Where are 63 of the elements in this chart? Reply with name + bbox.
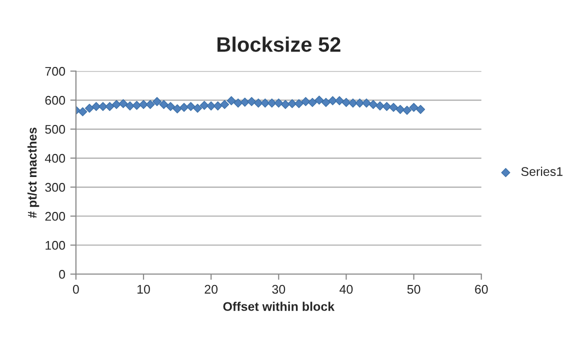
point	[186, 102, 196, 112]
point	[234, 98, 243, 108]
point	[308, 98, 317, 107]
x-tick-label: 0	[72, 284, 79, 294]
x-tick-label: 10	[138, 284, 150, 294]
point	[348, 98, 358, 108]
y-tick-label: 700	[45, 66, 66, 76]
x-tick-label: 60	[475, 284, 488, 294]
point	[159, 100, 168, 109]
point	[78, 107, 88, 116]
legend-label: Series1	[521, 166, 562, 176]
point	[112, 100, 121, 109]
y-tick-label: 100	[46, 240, 66, 250]
y-tick-label: 300	[45, 182, 66, 192]
point	[388, 102, 398, 112]
point	[138, 100, 148, 109]
point	[402, 106, 412, 115]
point	[334, 96, 344, 106]
y-tick-label: 0	[59, 270, 66, 279]
point	[247, 97, 256, 106]
point	[226, 96, 236, 106]
chart-title: Blocksize 52	[218, 36, 340, 52]
point	[342, 98, 351, 107]
point	[375, 101, 385, 110]
point	[314, 96, 324, 105]
point	[409, 102, 418, 112]
y-tick-label: 500	[45, 124, 66, 134]
point	[200, 100, 209, 110]
point	[118, 99, 128, 108]
point	[105, 102, 114, 112]
point	[180, 102, 189, 112]
point	[193, 104, 202, 113]
y-tick-label: 400	[44, 154, 66, 163]
point	[213, 101, 222, 110]
point	[125, 101, 135, 110]
y-axis-title: # pt/ct macthes	[27, 128, 40, 218]
point	[220, 100, 230, 109]
point	[172, 104, 182, 114]
point	[132, 100, 142, 110]
point	[321, 98, 330, 107]
point	[368, 100, 378, 109]
point	[166, 102, 176, 112]
point	[98, 102, 108, 112]
point	[254, 98, 263, 108]
x-tick-label: 20	[204, 284, 218, 294]
point	[84, 104, 94, 113]
point	[416, 104, 426, 114]
x-tick-label: 50	[407, 284, 420, 294]
point	[152, 97, 162, 106]
point	[396, 104, 405, 114]
y-tick-label: 600	[45, 96, 66, 105]
point	[301, 97, 310, 106]
point	[267, 98, 276, 108]
point	[240, 98, 250, 107]
point	[146, 100, 155, 109]
x-tick-label: 30	[272, 284, 286, 294]
x-axis-title: Offset within block	[223, 302, 335, 311]
x-tick-label: 40	[340, 284, 353, 294]
point	[274, 98, 284, 108]
point	[294, 99, 304, 108]
point	[362, 98, 372, 108]
y-tick-label: 200	[45, 212, 66, 221]
point	[280, 100, 290, 109]
